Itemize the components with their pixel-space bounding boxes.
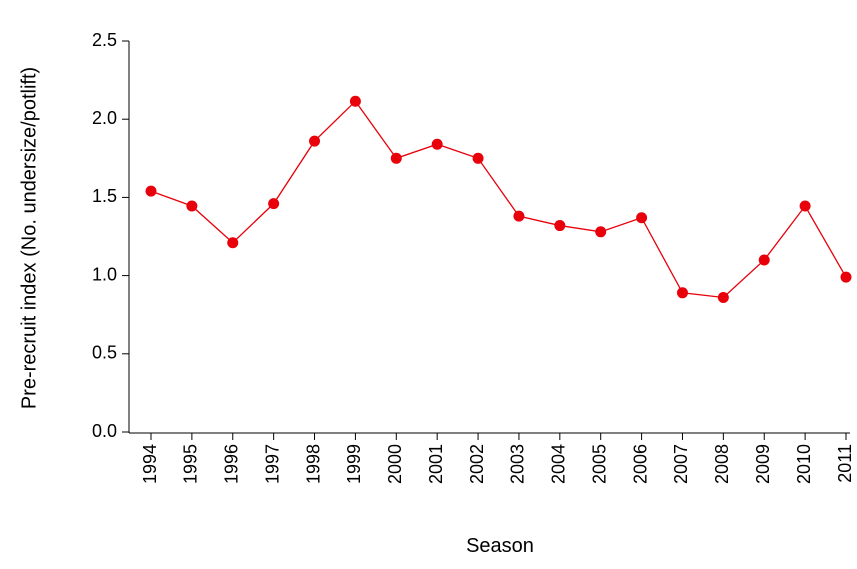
x-tick-label: 2008 [712, 444, 732, 484]
y-tick-label: 0.0 [92, 421, 117, 441]
data-point [309, 135, 321, 147]
x-tick-label: 2011 [835, 444, 855, 483]
data-point [227, 237, 239, 249]
data-point [431, 138, 443, 150]
data-point [840, 271, 852, 283]
y-tick-label: 1.0 [92, 264, 117, 284]
x-tick-label: 2004 [549, 444, 569, 484]
data-point [513, 210, 525, 222]
x-tick-label: 1996 [222, 444, 242, 484]
x-tick-label: 1995 [181, 444, 201, 484]
data-point [472, 152, 484, 164]
data-point [349, 95, 361, 107]
x-tick-label: 2003 [508, 444, 528, 484]
x-tick-label: 2002 [467, 444, 487, 484]
data-point [717, 291, 729, 303]
y-tick-label: 2.5 [92, 30, 117, 50]
x-tick-label: 2005 [589, 444, 609, 484]
x-tick-label: 1994 [140, 444, 160, 484]
y-tick-label: 1.5 [92, 186, 117, 206]
y-axis-label: Pre-recruit index (No. undersize/potlift… [18, 67, 40, 409]
data-point [636, 212, 648, 224]
data-point [676, 287, 688, 299]
x-tick-label: 2000 [385, 444, 405, 484]
data-point [268, 198, 280, 210]
data-point [799, 200, 811, 212]
x-axis-label: Season [466, 535, 534, 557]
x-tick-label: 2006 [630, 444, 650, 484]
data-point [145, 185, 157, 197]
data-point [758, 254, 770, 266]
data-point [595, 226, 607, 238]
x-tick-label: 1997 [262, 444, 282, 484]
x-tick-label: 2009 [753, 444, 773, 484]
x-tick-label: 1998 [303, 444, 323, 484]
y-tick-label: 2.0 [92, 108, 117, 128]
x-tick-label: 2010 [794, 444, 814, 484]
x-tick-label: 2001 [426, 444, 446, 484]
x-tick-label: 2007 [671, 444, 691, 484]
data-point [186, 200, 198, 212]
data-point [554, 220, 566, 232]
data-line [150, 100, 847, 299]
x-tick-label: 1999 [344, 444, 364, 484]
y-tick-label: 0.5 [92, 343, 117, 363]
data-point [390, 152, 402, 164]
